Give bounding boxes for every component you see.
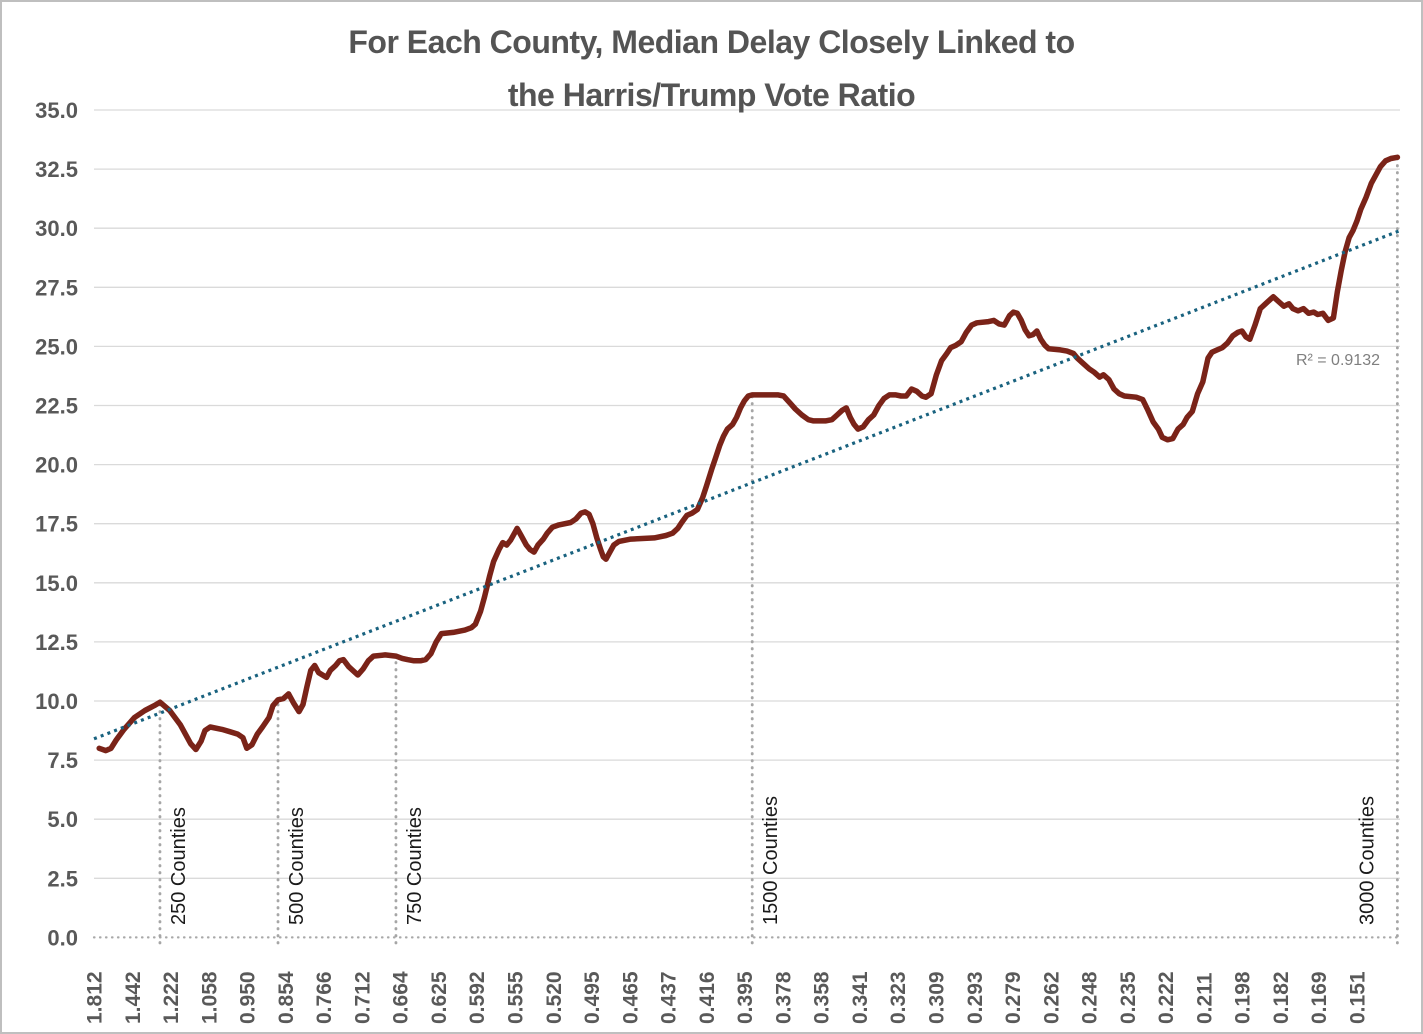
county-marker-label: 3000 Counties <box>1356 796 1378 925</box>
x-tick-label: 1.812 <box>84 971 107 1024</box>
chart-title: For Each County, Median Delay Closely Li… <box>0 16 1423 122</box>
chart-title-line2: the Harris/Trump Vote Ratio <box>507 77 916 113</box>
y-tick-label: 0.0 <box>47 925 78 950</box>
x-tick-label: 0.625 <box>428 971 451 1024</box>
y-tick-label: 30.0 <box>35 216 78 241</box>
x-tick-label: 0.279 <box>1002 971 1025 1024</box>
x-tick-label: 0.323 <box>887 971 910 1024</box>
county-marker-label: 750 Counties <box>404 807 426 925</box>
trend-line <box>93 229 1401 741</box>
x-tick-label: 0.198 <box>1232 971 1255 1024</box>
x-tick-label: 0.293 <box>964 971 987 1024</box>
x-tick-label: 0.520 <box>543 971 566 1024</box>
x-tick-label: 0.309 <box>926 971 949 1024</box>
county-marker-label: 500 Counties <box>286 807 308 925</box>
y-tick-label: 22.5 <box>35 394 78 419</box>
county-marker-label: 1500 Counties <box>760 796 782 925</box>
x-tick-label: 0.182 <box>1270 971 1293 1024</box>
x-tick-label: 0.495 <box>581 971 604 1024</box>
x-tick-label: 0.395 <box>734 971 757 1024</box>
y-tick-label: 25.0 <box>35 334 78 359</box>
x-tick-label: 0.437 <box>658 971 681 1024</box>
x-tick-label: 0.151 <box>1347 971 1370 1024</box>
x-tick-label: 0.416 <box>696 971 719 1024</box>
x-tick-label: 0.222 <box>1155 971 1178 1024</box>
x-tick-label: 1.222 <box>160 971 183 1024</box>
x-tick-label: 0.854 <box>275 971 298 1024</box>
y-tick-label: 27.5 <box>35 275 78 300</box>
x-tick-label: 0.465 <box>619 971 642 1024</box>
x-tick-label: 0.358 <box>811 971 834 1024</box>
y-tick-label: 15.0 <box>35 571 78 596</box>
x-tick-label: 0.235 <box>1117 971 1140 1024</box>
x-tick-label: 0.341 <box>849 971 872 1024</box>
r-squared-annotation: R² = 0.9132 <box>1295 352 1380 369</box>
y-tick-label: 20.0 <box>35 453 78 478</box>
x-tick-label: 0.555 <box>505 971 528 1024</box>
x-tick-label: 1.442 <box>122 971 145 1024</box>
y-tick-label: 7.5 <box>47 748 78 773</box>
x-tick-label: 0.211 <box>1193 972 1216 1024</box>
y-tick-label: 10.0 <box>35 689 78 714</box>
x-tick-label: 0.262 <box>1040 971 1063 1024</box>
x-tick-label: 0.378 <box>772 971 795 1024</box>
y-tick-label: 2.5 <box>47 866 78 891</box>
x-tick-label: 0.766 <box>313 971 336 1024</box>
x-tick-label: 0.664 <box>390 971 413 1024</box>
y-tick-label: 32.5 <box>35 157 78 182</box>
x-tick-label: 0.712 <box>351 971 374 1024</box>
y-tick-label: 12.5 <box>35 630 78 655</box>
x-tick-label: 0.592 <box>466 971 489 1024</box>
y-tick-label: 35.0 <box>35 98 78 123</box>
chart-title-line1: For Each County, Median Delay Closely Li… <box>348 24 1075 60</box>
x-tick-label: 1.058 <box>198 971 221 1024</box>
y-tick-label: 17.5 <box>35 512 78 537</box>
county-marker-label: 250 Counties <box>168 807 190 925</box>
x-tick-label: 0.950 <box>237 971 260 1024</box>
median-delay-line <box>96 154 1401 754</box>
x-tick-label: 0.248 <box>1079 971 1102 1024</box>
x-tick-label: 0.169 <box>1308 971 1331 1024</box>
y-tick-label: 5.0 <box>47 807 78 832</box>
